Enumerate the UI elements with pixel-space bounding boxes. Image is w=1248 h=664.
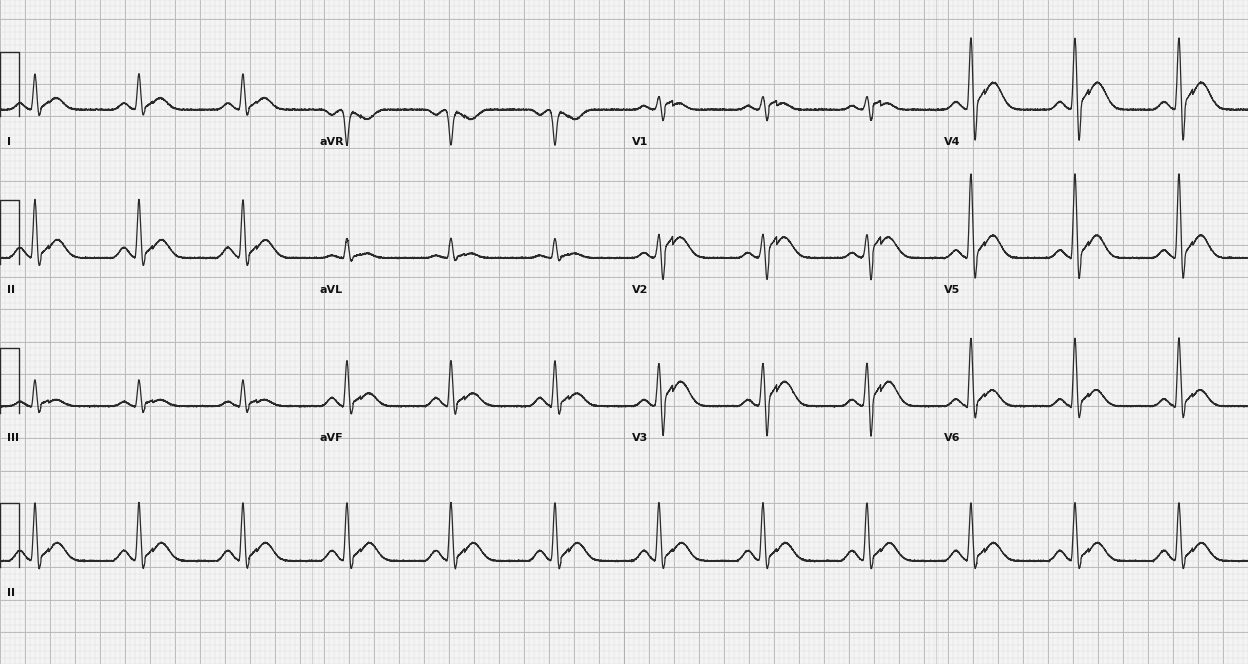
- Text: V6: V6: [943, 433, 960, 443]
- Text: aVR: aVR: [319, 137, 344, 147]
- Text: V3: V3: [631, 433, 648, 443]
- Text: I: I: [7, 137, 11, 147]
- Text: III: III: [7, 433, 20, 443]
- Text: V1: V1: [631, 137, 648, 147]
- Text: V2: V2: [631, 285, 648, 295]
- Text: aVL: aVL: [319, 285, 343, 295]
- Text: aVF: aVF: [319, 433, 343, 443]
- Text: II: II: [7, 285, 15, 295]
- Text: V5: V5: [943, 285, 960, 295]
- Text: V4: V4: [943, 137, 960, 147]
- Text: II: II: [7, 588, 15, 598]
